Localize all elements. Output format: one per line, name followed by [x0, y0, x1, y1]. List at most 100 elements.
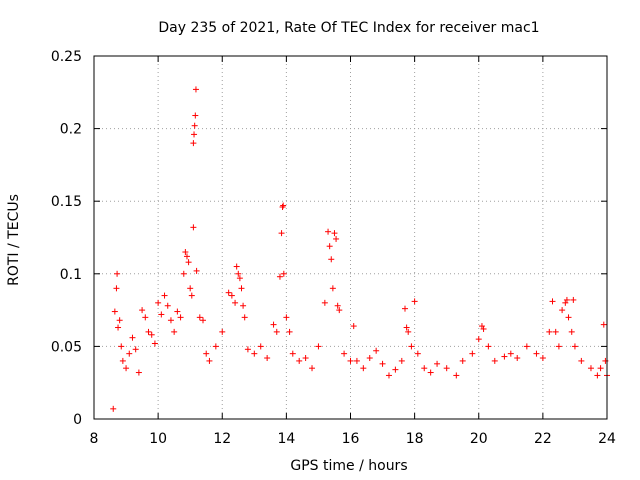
data-point	[241, 314, 248, 321]
data-point	[203, 350, 210, 357]
chart-title: Day 235 of 2021, Rate Of TEC Index for r…	[158, 20, 539, 36]
data-point	[600, 321, 607, 328]
data-point	[475, 336, 482, 343]
data-point	[257, 343, 264, 350]
data-point	[408, 343, 415, 350]
data-point	[180, 270, 187, 277]
data-point	[549, 298, 556, 305]
data-point	[251, 350, 258, 357]
data-point	[233, 263, 240, 270]
data-point	[148, 331, 155, 338]
data-point	[192, 112, 199, 119]
data-point	[200, 317, 207, 324]
data-point	[264, 355, 271, 362]
x-tick-label: 20	[470, 431, 488, 447]
data-point	[191, 122, 198, 129]
data-point	[115, 324, 122, 331]
data-point	[126, 350, 133, 357]
x-tick-label: 16	[342, 431, 360, 447]
data-point	[139, 307, 146, 314]
data-point	[325, 228, 332, 235]
data-point	[236, 275, 243, 282]
x-tick-label: 8	[90, 431, 99, 447]
data-point	[145, 328, 152, 335]
data-point	[326, 243, 333, 250]
data-point	[158, 311, 165, 318]
data-point	[491, 357, 498, 364]
data-point	[403, 324, 410, 331]
data-point	[278, 230, 285, 237]
data-point	[443, 365, 450, 372]
data-point	[113, 285, 120, 292]
data-point	[212, 343, 219, 350]
data-point	[283, 314, 290, 321]
data-point	[405, 328, 412, 335]
data-point	[279, 204, 286, 211]
data-point	[597, 365, 604, 372]
data-point	[571, 343, 578, 350]
data-point	[190, 224, 197, 231]
data-point	[270, 321, 277, 328]
data-point	[514, 355, 521, 362]
axis-ticks	[93, 55, 608, 420]
data-point	[568, 328, 575, 335]
data-point	[238, 285, 245, 292]
data-point	[273, 328, 280, 335]
data-point	[111, 308, 118, 315]
data-point	[328, 256, 335, 263]
data-point	[360, 365, 367, 372]
data-point	[280, 202, 287, 209]
data-point	[507, 350, 514, 357]
data-point	[353, 357, 360, 364]
data-point	[366, 355, 373, 362]
data-point	[485, 343, 492, 350]
data-point	[225, 289, 232, 296]
data-point	[565, 314, 572, 321]
data-point	[539, 355, 546, 362]
data-point	[555, 343, 562, 350]
data-point	[132, 346, 139, 353]
data-point	[552, 328, 559, 335]
data-point	[164, 302, 171, 309]
data-point	[123, 365, 130, 372]
data-point	[341, 350, 348, 357]
data-point	[187, 285, 194, 292]
data-point	[161, 292, 168, 299]
data-point	[559, 307, 566, 314]
data-point	[191, 131, 198, 138]
x-tick-label: 10	[149, 431, 167, 447]
y-tick-label: 0	[73, 412, 82, 428]
data-point	[411, 298, 418, 305]
data-point	[309, 365, 316, 372]
data-point	[135, 369, 142, 376]
data-point	[155, 299, 162, 306]
data-point	[469, 350, 476, 357]
data-point	[587, 365, 594, 372]
data-point	[280, 270, 287, 277]
data-point	[523, 343, 530, 350]
data-point	[333, 235, 340, 242]
data-point	[193, 267, 200, 274]
x-tick-label: 24	[598, 431, 616, 447]
y-axis-tick-labels: 0 0.05 0.1 0.15 0.2 0.25	[51, 49, 82, 428]
x-tick-label: 14	[277, 431, 295, 447]
data-point	[329, 285, 336, 292]
data-point	[232, 299, 239, 306]
data-point	[142, 314, 149, 321]
data-point	[177, 314, 184, 321]
x-tick-label: 18	[406, 431, 424, 447]
data-point	[119, 357, 126, 364]
data-point	[578, 357, 585, 364]
data-point	[171, 328, 178, 335]
data-point	[385, 372, 392, 379]
data-point	[174, 308, 181, 315]
data-point	[240, 302, 247, 309]
data-point	[453, 372, 460, 379]
data-point	[289, 350, 296, 357]
data-point	[114, 270, 121, 277]
grid-lines	[94, 56, 607, 419]
data-point	[563, 296, 570, 303]
data-point	[427, 369, 434, 376]
data-point	[118, 343, 125, 350]
